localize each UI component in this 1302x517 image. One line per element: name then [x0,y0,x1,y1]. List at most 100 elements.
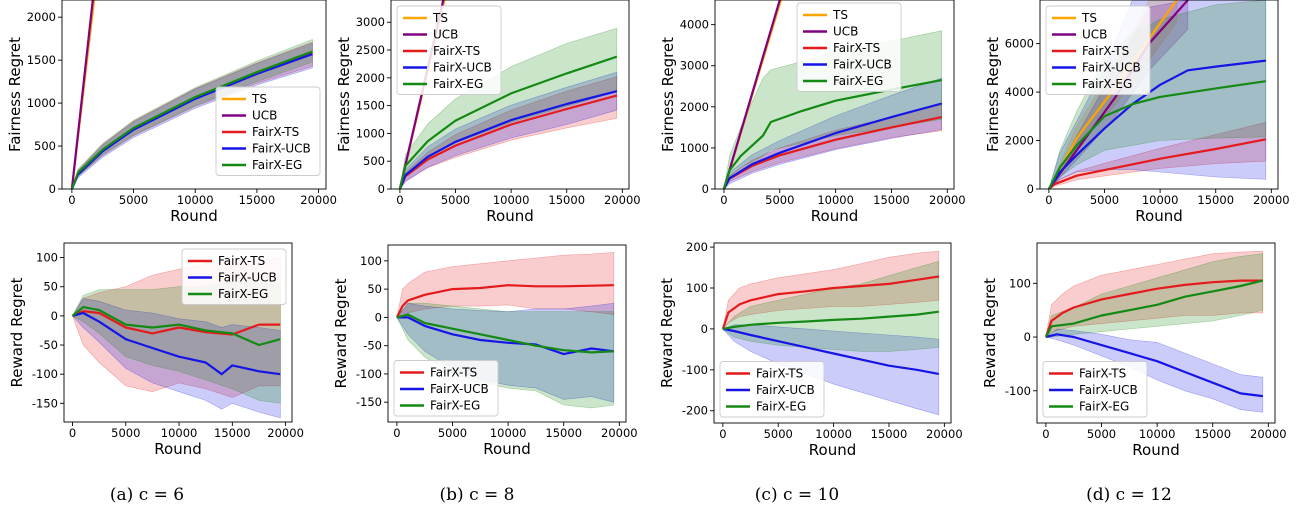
y-tick-label: 4000 [680,18,709,32]
series-fairx-ts [1044,279,1263,338]
legend: TS UCB FairX-TS FairX-UCB FairX-EG [1045,5,1151,95]
series-fairx-eg [1047,80,1266,189]
y-tick-label: 0 [1024,330,1031,344]
x-axis-label: Round [1132,441,1179,459]
y-tick-label: -100 [32,367,58,381]
legend: FairX-TS FairX-UCB FairX-EG [393,360,499,417]
y-axis-label: Reward Regret [981,278,999,388]
series-fairx-ucb [1045,333,1263,398]
legend-label: FairX-TS [1082,44,1129,58]
x-tick-label: 10000 [817,193,854,207]
y-tick-label: 4000 [1005,85,1034,99]
legend-box [396,5,502,95]
y-tick-label: 500 [34,139,56,153]
y-tick-label: 200 [686,240,708,254]
legend: FairX-TS FairX-UCB FairX-EG [181,248,287,305]
legend-box [1045,5,1151,95]
chart-2: 0 5000 10000 15000 2000005001000150020002500… [335,0,641,505]
x-tick-label: 0 [68,193,75,207]
plot-area [70,0,313,189]
x-tick-label: 20000 [601,426,638,440]
legend-label: FairX-TS [433,44,480,58]
x-tick-label: 20000 [267,426,304,440]
legend-label: FairX-UCB [1082,61,1141,75]
plot-frame [1036,242,1276,424]
x-tick-label: 5000 [1087,427,1116,441]
y-tick-label: 2000 [1005,134,1034,148]
legend-label: UCB [1082,28,1107,42]
x-tick-label: 20000 [1250,427,1287,441]
y-axis-label: Reward Regret [332,278,350,388]
x-axis-label: Round [811,207,858,225]
legend-label: FairX-TS [756,367,803,381]
legend-box [181,248,287,305]
x-tick-label: 20000 [926,427,963,441]
x-tick-label: 10000 [177,193,214,207]
band-fairx-eg [72,280,281,404]
x-tick-label: 15000 [1194,427,1231,441]
y-tick-label: 0 [378,182,385,196]
x-axis-label: Round [1135,207,1182,225]
legend-label: FairX-TS [252,125,299,139]
y-tick-label: 0 [51,309,58,323]
legend-label: FairX-UCB [430,382,489,396]
legend: FairX-TS FairX-UCB FairX-EG [719,361,825,418]
legend-label: FairX-EG [1079,400,1129,414]
y-tick-label: -100 [682,363,708,377]
series-fairx-eg [70,50,313,189]
y-axis-label: Fairness Regret [6,37,24,152]
legend-label: FairX-UCB [833,58,892,72]
legend-label: FairX-EG [252,158,302,172]
legend-label: UCB [433,28,458,42]
plot-frame [387,244,627,423]
x-tick-label: 0 [719,427,726,441]
x-tick-label: 20000 [604,193,641,207]
x-tick-label: 5000 [765,193,794,207]
y-tick-label: 6000 [1005,37,1034,51]
x-tick-label: 5000 [1090,193,1119,207]
legend-label: TS [832,8,848,22]
x-tick-label: 5000 [111,426,140,440]
x-tick-label: 5000 [441,193,470,207]
y-tick-label: 100 [360,254,382,268]
x-tick-label: 0 [1045,193,1052,207]
y-tick-label: 1500 [356,99,385,113]
legend: TS UCB FairX-TS FairX-UCB FairX-EG [215,86,321,176]
y-tick-label: 2000 [27,10,56,24]
legend: TS UCB FairX-TS FairX-UCB FairX-EG [796,2,902,92]
series-fairx-eg [722,79,942,189]
x-tick-label: 5000 [438,426,467,440]
x-axis-label: Round [809,441,856,459]
plot-area [721,250,940,416]
y-tick-label: 1000 [680,141,709,155]
y-tick-label: 2000 [680,100,709,114]
chart-6: 0 5000 10000 15000 20000 -150 -100 -50 0 50 100 Rou… [332,244,638,458]
x-tick-label: 10000 [815,427,852,441]
legend-box [796,2,902,92]
legend-label: FairX-TS [430,366,477,380]
x-axis-label: Round [170,207,217,225]
subfigure-caption: (b) c = 8 [440,485,515,505]
subfigure-caption: (a) c = 6 [110,485,184,505]
y-tick-label: 100 [36,251,58,265]
band-fairx-ucb [71,42,313,189]
legend-box [215,86,321,176]
x-tick-label: 10000 [493,193,530,207]
x-tick-label: 15000 [873,193,910,207]
x-tick-label: 0 [396,193,403,207]
plot-frame [714,0,955,190]
legend-label: FairX-TS [833,41,880,55]
y-axis-label: Reward Regret [658,278,676,388]
x-tick-label: 20000 [1253,193,1290,207]
legend-label: FairX-TS [218,254,265,268]
legend-label: FairX-UCB [433,61,492,75]
series-ucb [70,0,94,189]
legend-label: UCB [833,25,858,39]
series-fairx-eg [722,310,939,330]
chart-4: 0 5000 10000 15000 200000200040006000RoundFa… [984,0,1290,505]
legend-label: FairX-EG [833,74,883,88]
y-tick-label: 2500 [356,43,385,57]
x-tick-label: 15000 [239,193,276,207]
series-ucb [722,0,781,189]
